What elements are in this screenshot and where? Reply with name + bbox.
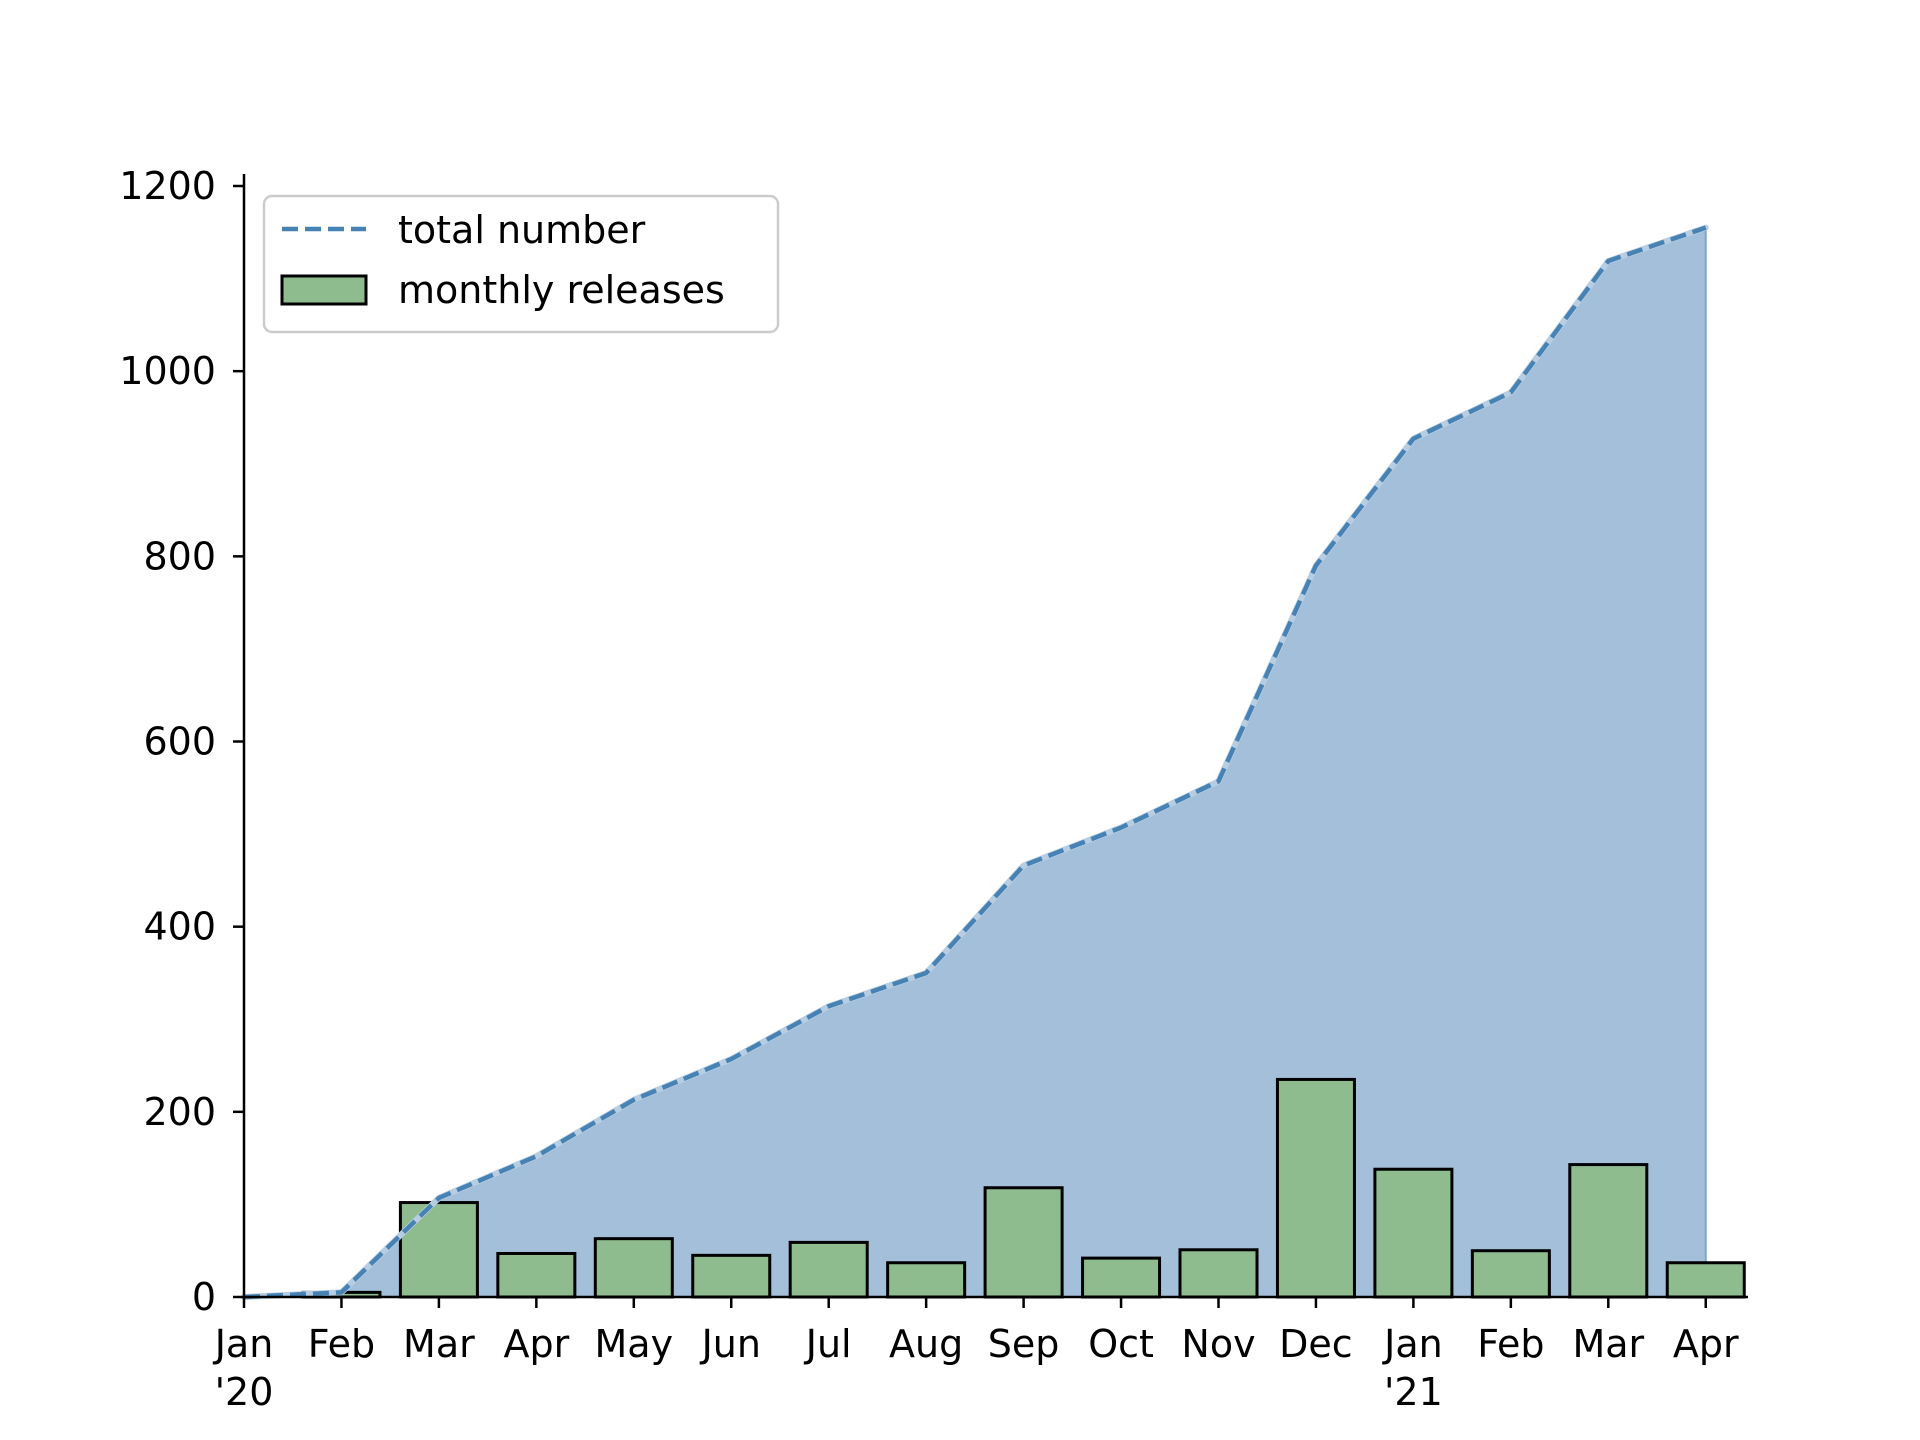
total-number-area [243,226,1707,1298]
monthly-releases-bar [983,1186,1064,1299]
x-tick-label: '21 [1384,1370,1443,1414]
legend-swatch-monthly-releases [280,274,368,306]
legend-label-total-number: total number [398,208,646,252]
monthly-releases-bar [1178,1248,1259,1299]
x-tick-label: '20 [215,1370,274,1414]
total-number-line [243,225,1707,1300]
x-tick-label: Feb [1477,1322,1544,1366]
x-tick-label: Mar [1572,1322,1644,1366]
y-tick-label: 0 [192,1275,216,1319]
monthly-releases-bar [691,1253,772,1299]
x-tick-label: Apr [503,1322,569,1366]
legend-box [262,194,780,334]
x-tick-label: Jan [1382,1322,1443,1366]
x-tick-label: Jul [804,1322,852,1366]
monthly-releases-bar [1665,1261,1746,1299]
y-tick-label: 1200 [119,164,216,208]
y-tick-label: 600 [143,720,216,764]
y-tick-label: 200 [143,1090,216,1134]
x-tick-label: Feb [308,1322,375,1366]
x-tick-label: May [595,1322,674,1366]
monthly-releases-bar [593,1237,674,1299]
x-tick-label: Oct [1088,1322,1154,1366]
monthly-releases-bar [1081,1256,1162,1299]
x-tick-label: Aug [889,1322,963,1366]
monthly-releases-bar [1275,1077,1356,1299]
y-tick-label: 400 [143,905,216,949]
x-tick-label: Nov [1181,1322,1255,1366]
y-tick-label: 800 [143,534,216,578]
x-tick-label: Dec [1279,1322,1353,1366]
x-tick-label: Jan [213,1322,274,1366]
monthly-releases-bar [398,1201,479,1299]
monthly-releases-bar [886,1261,967,1299]
x-tick-label: Sep [988,1322,1060,1366]
x-tick-label: Jun [700,1322,761,1366]
x-tick-label: Apr [1673,1322,1739,1366]
monthly-releases-bar [496,1251,577,1299]
monthly-releases-bar [1568,1163,1649,1299]
monthly-releases-bar [1373,1167,1454,1299]
y-tick-label: 1000 [119,349,216,393]
x-tick-label: Mar [403,1322,475,1366]
legend-label-monthly-releases: monthly releases [398,268,725,312]
monthly-releases-bar [788,1240,869,1299]
monthly-releases-bar [1470,1249,1551,1299]
